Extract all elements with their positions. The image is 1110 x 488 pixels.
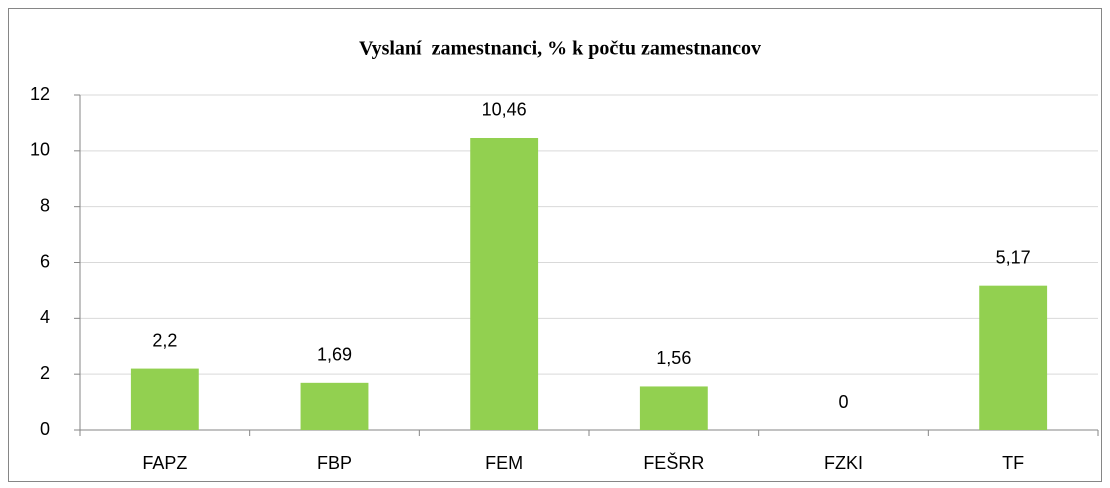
chart-title: Vyslaní zamestnanci, % k počtu zamestnan… — [359, 38, 761, 60]
data-label: 0 — [838, 392, 848, 412]
bar — [639, 386, 708, 430]
x-tick-label: FEŠRR — [643, 452, 704, 473]
bar — [300, 382, 369, 430]
y-tick-label: 8 — [40, 195, 50, 215]
data-label: 1,56 — [656, 348, 691, 368]
bar — [130, 368, 199, 430]
x-tick-label: FEM — [485, 453, 523, 473]
data-label: 5,17 — [996, 247, 1031, 267]
y-tick-label: 6 — [40, 251, 50, 271]
data-label: 2,2 — [152, 330, 177, 350]
y-tick-label: 2 — [40, 363, 50, 383]
x-tick-label: FBP — [317, 453, 352, 473]
x-tick-label: FAPZ — [142, 453, 187, 473]
y-tick-label: 10 — [30, 140, 50, 160]
y-tick-label: 0 — [40, 419, 50, 439]
data-label: 10,46 — [482, 100, 527, 120]
y-tick-label: 12 — [30, 84, 50, 104]
x-tick-label: TF — [1002, 453, 1024, 473]
bar — [979, 285, 1048, 430]
data-label: 1,69 — [317, 345, 352, 365]
y-tick-label: 4 — [40, 307, 50, 327]
x-tick-label: FZKI — [824, 453, 863, 473]
bar — [470, 137, 539, 430]
